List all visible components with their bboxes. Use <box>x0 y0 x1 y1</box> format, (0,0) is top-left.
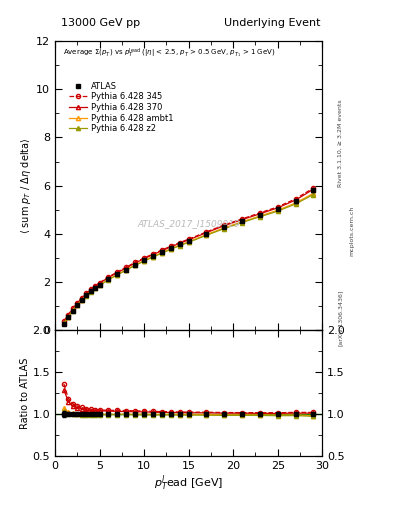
Y-axis label: Ratio to ATLAS: Ratio to ATLAS <box>20 357 29 429</box>
Text: mcplots.cern.ch: mcplots.cern.ch <box>349 205 354 255</box>
Legend: ATLAS, Pythia 6.428 345, Pythia 6.428 370, Pythia 6.428 ambt1, Pythia 6.428 z2: ATLAS, Pythia 6.428 345, Pythia 6.428 37… <box>67 80 175 135</box>
Text: Average $\Sigma(p_T)$ vs $p_T^{\mathrm{lead}}$ ($|\eta|$ < 2.5, $p_T$ > 0.5 GeV,: Average $\Sigma(p_T)$ vs $p_T^{\mathrm{l… <box>63 47 275 60</box>
Text: Rivet 3.1.10, ≥ 3.2M events: Rivet 3.1.10, ≥ 3.2M events <box>338 99 342 187</box>
X-axis label: $p_T^l$ead [GeV]: $p_T^l$ead [GeV] <box>154 473 223 493</box>
Y-axis label: $\langle$ sum $p_T$ / $\Delta\eta$ delta$\rangle$: $\langle$ sum $p_T$ / $\Delta\eta$ delta… <box>19 137 33 234</box>
Text: ATLAS_2017_I1509919: ATLAS_2017_I1509919 <box>137 219 240 228</box>
Text: 13000 GeV pp: 13000 GeV pp <box>61 18 140 28</box>
Text: [arXiv:1306.3436]: [arXiv:1306.3436] <box>338 289 342 346</box>
Text: Underlying Event: Underlying Event <box>224 18 320 28</box>
